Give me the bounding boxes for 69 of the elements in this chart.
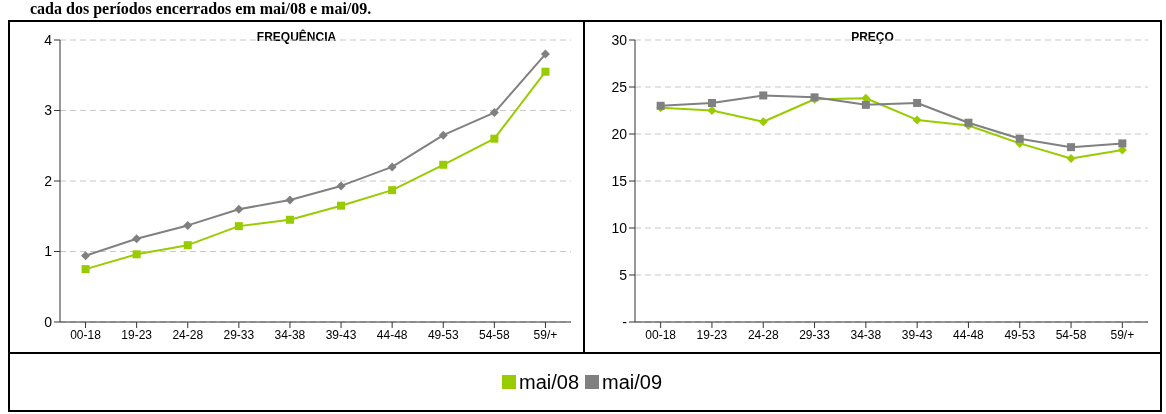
x-tick-label: 59/+ bbox=[1110, 327, 1135, 342]
point bbox=[387, 162, 397, 172]
point bbox=[913, 98, 922, 107]
y-tick-label: 1 bbox=[44, 243, 53, 260]
point bbox=[132, 234, 142, 244]
point bbox=[183, 241, 192, 250]
chart-title: FREQUÊNCIA bbox=[256, 30, 337, 44]
point bbox=[758, 117, 768, 127]
x-tick-label: 49-53 bbox=[427, 327, 459, 342]
point bbox=[912, 115, 922, 125]
x-tick-label: 44-48 bbox=[376, 327, 408, 342]
point bbox=[337, 201, 346, 210]
point bbox=[285, 215, 294, 224]
point bbox=[1067, 143, 1076, 152]
x-tick-label: 19-23 bbox=[696, 327, 728, 342]
y-tick-label: 20 bbox=[611, 125, 628, 142]
x-tick-label: 49-53 bbox=[1004, 327, 1036, 342]
point bbox=[439, 160, 448, 169]
x-tick-label: 39-43 bbox=[901, 327, 933, 342]
point bbox=[861, 100, 870, 109]
point bbox=[81, 251, 91, 261]
point bbox=[132, 250, 141, 259]
x-tick-label: 54-58 bbox=[1055, 327, 1087, 342]
point bbox=[541, 67, 550, 76]
point bbox=[1066, 153, 1076, 163]
legend-label: mai/08 bbox=[517, 370, 579, 394]
point bbox=[490, 134, 499, 143]
y-tick-label: 15 bbox=[611, 172, 628, 189]
point bbox=[1015, 134, 1024, 143]
x-tick-label: 24-28 bbox=[747, 327, 779, 342]
point bbox=[540, 49, 550, 59]
point bbox=[234, 222, 243, 231]
x-tick-label: 54-58 bbox=[479, 327, 511, 342]
point bbox=[336, 181, 346, 191]
x-tick-label: 29-33 bbox=[223, 327, 255, 342]
x-tick-label: 24-28 bbox=[172, 327, 204, 342]
point bbox=[707, 98, 716, 107]
chart-title: PREÇO bbox=[851, 30, 894, 44]
point bbox=[1118, 139, 1127, 148]
legend-label: mai/09 bbox=[601, 370, 663, 394]
y-tick-label: - bbox=[622, 313, 628, 330]
text: cada dos períodos encerrados em mai/08 e mai/09. bbox=[30, 0, 372, 17]
y-tick-label: 0 bbox=[44, 313, 53, 330]
point bbox=[707, 106, 717, 115]
y-tick-label: 25 bbox=[611, 78, 628, 95]
point bbox=[234, 204, 244, 214]
point bbox=[438, 130, 448, 140]
y-tick-label: 3 bbox=[44, 102, 53, 119]
x-tick-label: 39-43 bbox=[325, 327, 357, 342]
x-tick-label: 00-18 bbox=[70, 327, 102, 342]
y-tick-label: 4 bbox=[44, 31, 53, 48]
x-tick-label: 29-33 bbox=[799, 327, 831, 342]
y-tick-label: 5 bbox=[619, 266, 628, 283]
x-tick-label: 00-18 bbox=[645, 327, 677, 342]
point bbox=[964, 118, 973, 127]
point bbox=[285, 195, 295, 205]
point bbox=[759, 91, 768, 100]
y-tick-label: 30 bbox=[611, 31, 628, 48]
x-tick-label: 34-38 bbox=[274, 327, 306, 342]
y-tick-label: 10 bbox=[611, 219, 628, 236]
point bbox=[81, 265, 90, 274]
y-tick-label: 2 bbox=[44, 172, 53, 189]
x-tick-label: 34-38 bbox=[850, 327, 882, 342]
point bbox=[489, 108, 499, 118]
point bbox=[388, 186, 397, 195]
x-tick-label: 59/+ bbox=[533, 327, 558, 342]
x-tick-label: 19-23 bbox=[121, 327, 153, 342]
point bbox=[183, 220, 193, 230]
x-tick-label: 44-48 bbox=[953, 327, 985, 342]
